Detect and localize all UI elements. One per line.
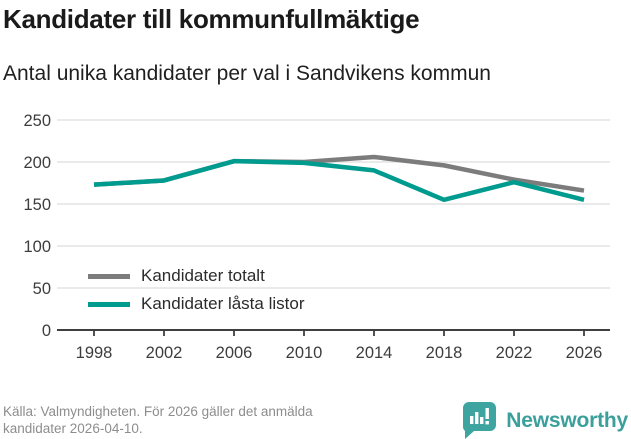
legend-swatch-lasta-listor [88,301,130,307]
legend-item-totalt: Kandidater totalt [88,262,304,290]
source-note: Källa: Valmyndigheten. För 2026 gäller d… [3,403,463,437]
series-line-lasta-listor [93,158,585,203]
y-tick-label: 0 [42,322,51,340]
newsworthy-brand-text: Newsworthy [506,408,628,432]
legend-label-lasta-listor: Kandidater låsta listor [141,294,305,313]
x-tick-label: 2014 [356,344,393,362]
x-tick-label: 2002 [146,344,183,362]
y-tick-label: 100 [23,238,51,256]
y-tick-label: 250 [23,112,51,130]
y-tick-label: 200 [23,154,51,172]
chart-subtitle: Antal unika kandidater per val i Sandvik… [3,62,491,85]
page-title: Kandidater till kommunfullmäktige [3,4,420,34]
newsworthy-logo-icon [463,402,497,439]
newsworthy-brand: Newsworthy [463,402,628,439]
x-tick-label: 1998 [76,344,113,362]
source-note-line2: kandidater 2026-04-10. [3,421,143,436]
x-tick-label: 2010 [286,344,323,362]
y-tick-label: 50 [33,280,51,298]
x-tick-label: 2018 [426,344,463,362]
chart-legend: Kandidater totalt Kandidater låsta listo… [88,262,304,318]
x-tick-label: 2006 [216,344,253,362]
legend-item-lasta-listor: Kandidater låsta listor [88,290,304,318]
legend-label-totalt: Kandidater totalt [141,266,265,285]
source-note-line1: Källa: Valmyndigheten. För 2026 gäller d… [3,404,313,419]
y-tick-label: 150 [23,196,51,214]
x-tick-label: 2022 [496,344,533,362]
x-tick-label: 2026 [566,344,603,362]
legend-swatch-totalt [88,273,130,279]
